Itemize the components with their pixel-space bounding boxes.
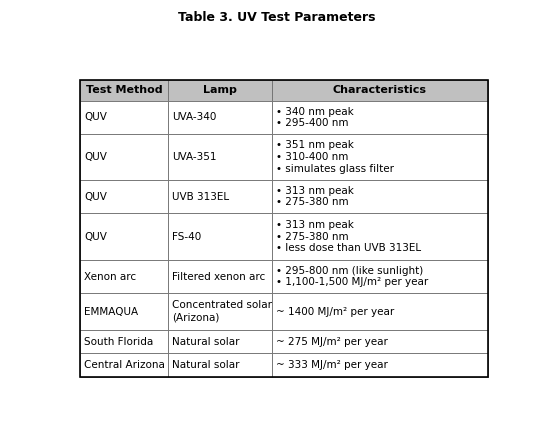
Bar [80, 213, 168, 260]
Text: Table 3. UV Test Parameters: Table 3. UV Test Parameters [178, 11, 376, 24]
Bar [168, 353, 271, 377]
Bar [168, 181, 271, 213]
Text: QUV: QUV [84, 232, 107, 242]
Text: UVA-351: UVA-351 [172, 152, 217, 162]
Text: Concentrated solar: Concentrated solar [172, 300, 272, 310]
Text: • 351 nm peak: • 351 nm peak [276, 140, 354, 151]
Text: Natural solar: Natural solar [172, 360, 239, 370]
Bar [271, 101, 488, 134]
Text: QUV: QUV [84, 152, 107, 162]
Bar [80, 293, 168, 330]
Text: Lamp: Lamp [203, 85, 237, 95]
Text: UVA-340: UVA-340 [172, 112, 217, 122]
Bar [80, 330, 168, 353]
Bar [168, 101, 271, 134]
Bar [168, 213, 271, 260]
Text: ~ 333 MJ/m² per year: ~ 333 MJ/m² per year [276, 360, 388, 370]
Bar [271, 353, 488, 377]
Text: (Arizona): (Arizona) [172, 313, 219, 323]
Text: • simulates glass filter: • simulates glass filter [276, 164, 394, 174]
Text: • 295-800 nm (like sunlight): • 295-800 nm (like sunlight) [276, 266, 423, 276]
Text: • 313 nm peak: • 313 nm peak [276, 220, 354, 230]
Bar [271, 79, 488, 101]
Text: • 340 nm peak: • 340 nm peak [276, 107, 354, 117]
Text: • 310-400 nm: • 310-400 nm [276, 152, 348, 162]
Bar [271, 181, 488, 213]
Bar [271, 134, 488, 181]
Text: • 275-380 nm: • 275-380 nm [276, 197, 348, 207]
Bar [80, 101, 168, 134]
Text: • 313 nm peak: • 313 nm peak [276, 186, 354, 196]
Text: • 295-400 nm: • 295-400 nm [276, 118, 348, 128]
Text: Central Arizona: Central Arizona [84, 360, 165, 370]
Text: QUV: QUV [84, 112, 107, 122]
Bar [271, 260, 488, 293]
Text: UVB 313EL: UVB 313EL [172, 192, 229, 202]
Text: • 1,100-1,500 MJ/m² per year: • 1,100-1,500 MJ/m² per year [276, 277, 428, 287]
Bar [168, 293, 271, 330]
Bar [80, 353, 168, 377]
Text: • less dose than UVB 313EL: • less dose than UVB 313EL [276, 243, 421, 254]
Text: ~ 1400 MJ/m² per year: ~ 1400 MJ/m² per year [276, 307, 394, 317]
Text: Characteristics: Characteristics [333, 85, 427, 95]
Text: FS-40: FS-40 [172, 232, 201, 242]
Bar [80, 260, 168, 293]
Text: Filtered xenon arc: Filtered xenon arc [172, 272, 265, 281]
Bar [80, 79, 168, 101]
Bar [80, 134, 168, 181]
Text: Xenon arc: Xenon arc [84, 272, 136, 281]
Bar [168, 260, 271, 293]
Bar [271, 293, 488, 330]
Text: • 275-380 nm: • 275-380 nm [276, 232, 348, 242]
Bar [168, 79, 271, 101]
Text: Natural solar: Natural solar [172, 337, 239, 347]
Bar [168, 330, 271, 353]
Text: South Florida: South Florida [84, 337, 153, 347]
Text: QUV: QUV [84, 192, 107, 202]
Bar [80, 181, 168, 213]
Bar [271, 213, 488, 260]
Text: Test Method: Test Method [85, 85, 162, 95]
Bar [168, 134, 271, 181]
Text: ~ 275 MJ/m² per year: ~ 275 MJ/m² per year [276, 337, 388, 347]
Text: EMMAQUA: EMMAQUA [84, 307, 138, 317]
Bar [271, 330, 488, 353]
